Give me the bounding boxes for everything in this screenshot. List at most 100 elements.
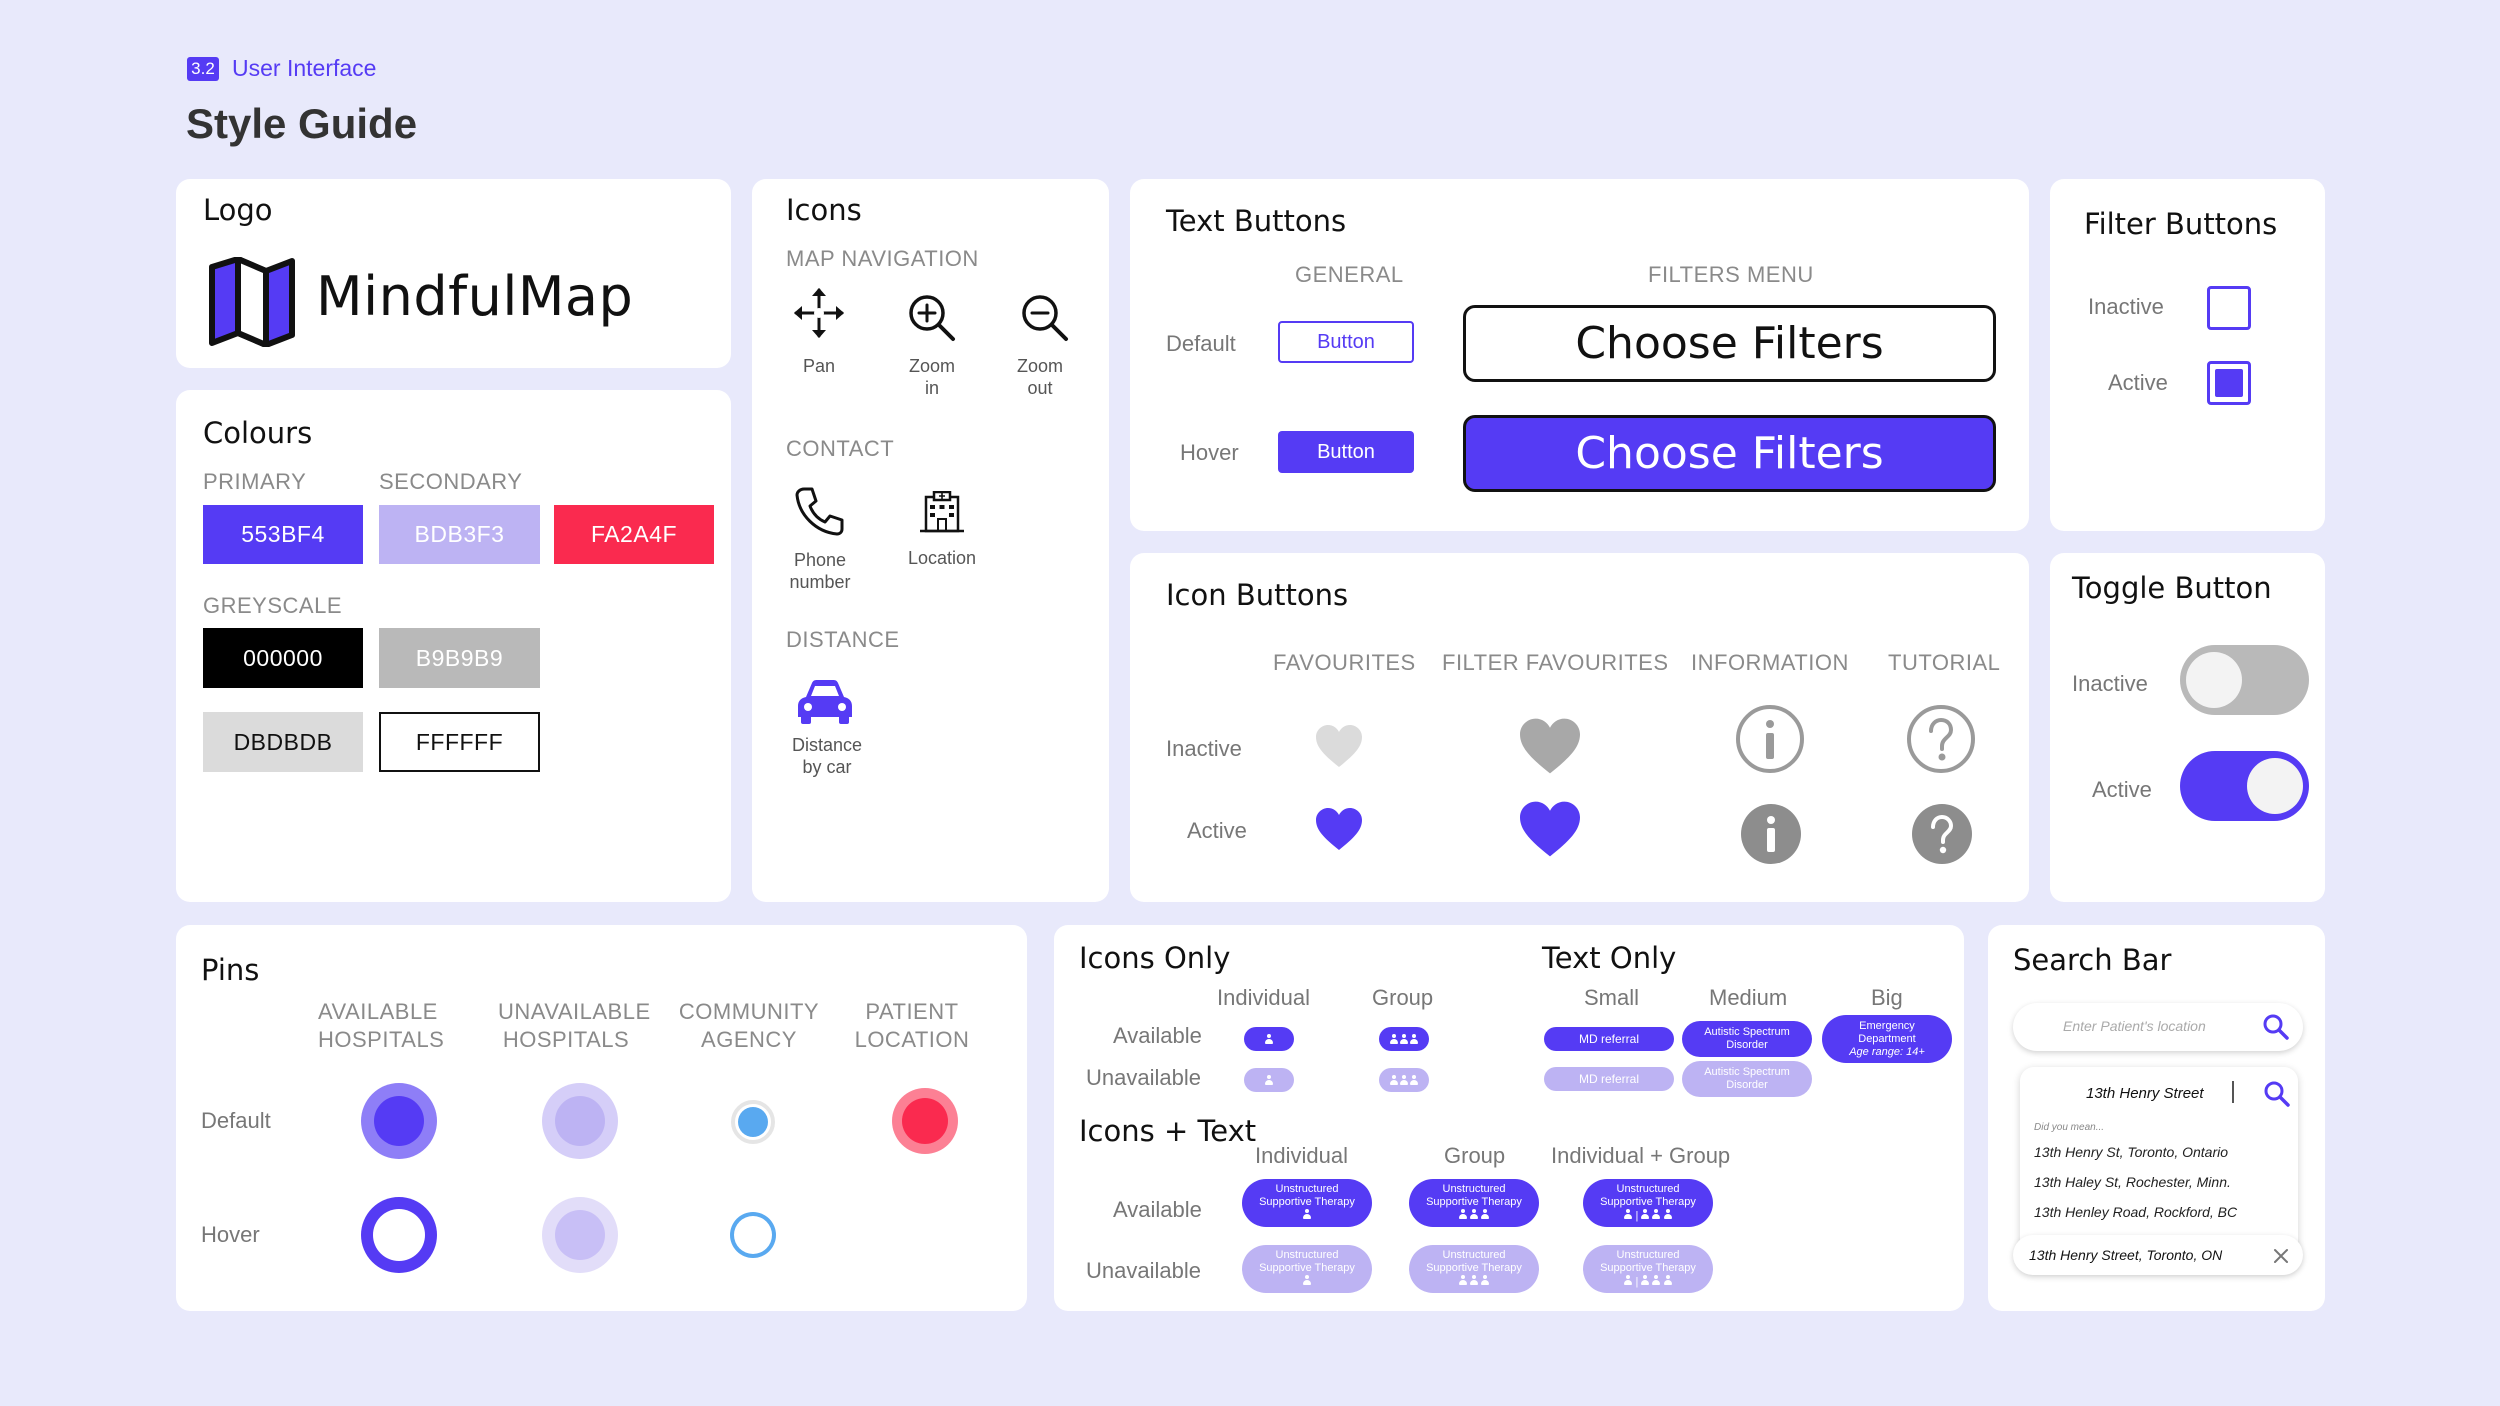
filter-buttons-card: Filter Buttons Inactive Active	[2050, 179, 2325, 531]
search-icon[interactable]	[2264, 1081, 2290, 1107]
favourite-heart-active-icon[interactable]	[1314, 806, 1364, 852]
toggle-inactive-label: Inactive	[2072, 671, 2148, 696]
person-icon	[1663, 1275, 1672, 1285]
default-row-label: Default	[1166, 331, 1236, 356]
swatch-light-grey: DBDBDB	[203, 712, 363, 772]
pin-available-default[interactable]	[361, 1083, 437, 1159]
md-referral-tag-unavailable: MD referral	[1544, 1067, 1674, 1091]
swatch-grey: B9B9B9	[379, 628, 540, 688]
location-building-icon	[920, 491, 964, 533]
search-placeholder: Enter Patient's location	[2063, 1018, 2206, 1034]
section-badge: 3.2	[187, 57, 219, 81]
filter-checkbox-active[interactable]	[2207, 361, 2251, 405]
person-icon	[1303, 1209, 1311, 1219]
pins-default-label: Default	[201, 1108, 271, 1133]
choose-filters-button-default[interactable]: Choose Filters	[1463, 305, 1996, 382]
toggle-active[interactable]	[2180, 751, 2309, 821]
person-icon	[1641, 1275, 1650, 1285]
zoom-out-icon	[1022, 295, 1068, 341]
filter-favourite-heart-active-icon[interactable]	[1517, 799, 1583, 859]
search-input-empty[interactable]: Enter Patient's location	[2013, 1003, 2303, 1051]
colours-title: Colours	[203, 416, 313, 450]
selected-location-text: 13th Henry Street, Toronto, ON	[2029, 1247, 2223, 1263]
person-icon	[1400, 1034, 1408, 1044]
pin-community-hover[interactable]	[730, 1212, 776, 1258]
person-icon	[1481, 1209, 1490, 1219]
page-title: Style Guide	[186, 100, 418, 147]
person-icon	[1410, 1075, 1418, 1085]
toggle-inactive[interactable]	[2180, 645, 2309, 715]
filter-favourite-heart-inactive-icon[interactable]	[1517, 716, 1583, 776]
icons-only-unavailable-label: Unavailable	[1086, 1065, 1201, 1090]
text-buttons-card: Text Buttons GENERAL FILTERS MENU Defaul…	[1130, 179, 2029, 531]
pins-hover-label: Hover	[201, 1222, 260, 1247]
group-tag-unavailable	[1379, 1068, 1429, 1092]
md-referral-tag-available: MD referral	[1544, 1027, 1674, 1051]
person-icon	[1400, 1075, 1408, 1085]
filter-checkbox-inactive[interactable]	[2207, 286, 2251, 330]
choose-filters-button-hover[interactable]: Choose Filters	[1463, 415, 1996, 492]
filter-buttons-title: Filter Buttons	[2084, 207, 2278, 241]
pin-patient-default[interactable]	[892, 1088, 958, 1154]
suggestion-item[interactable]: 13th Haley St, Rochester, Minn.	[2034, 1174, 2231, 1190]
greyscale-label: GREYSCALE	[203, 593, 342, 618]
person-icon	[1624, 1209, 1633, 1219]
car-icon	[798, 680, 852, 724]
therapy-individual-tag-unavailable: Unstructured Supportive Therapy	[1242, 1245, 1372, 1293]
text-cursor	[2232, 1081, 2234, 1103]
toggle-title: Toggle Button	[2072, 571, 2272, 605]
icons-text-individual-label: Individual	[1255, 1143, 1348, 1168]
icons-title: Icons	[786, 193, 862, 227]
text-only-title: Text Only	[1542, 941, 1677, 975]
close-icon[interactable]	[2273, 1248, 2289, 1264]
text-only-big-label: Big	[1871, 985, 1903, 1010]
logo-card-title: Logo	[203, 193, 273, 227]
logo-wordmark: MindfulMap	[316, 265, 634, 328]
search-input-selected[interactable]: 13th Henry Street, Toronto, ON	[2013, 1235, 2303, 1275]
icons-text-title: Icons + Text	[1079, 1114, 1257, 1148]
favourite-heart-inactive-icon[interactable]	[1314, 723, 1364, 769]
text-only-medium-label: Medium	[1709, 985, 1788, 1010]
autistic-spectrum-tag-available: Autistic Spectrum Disorder	[1682, 1021, 1812, 1057]
text-buttons-title: Text Buttons	[1166, 204, 1347, 238]
person-icon	[1265, 1034, 1273, 1044]
swatch-black: 000000	[203, 628, 363, 688]
person-icon	[1303, 1275, 1311, 1285]
person-icon	[1390, 1034, 1398, 1044]
therapy-individual-tag-available: Unstructured Supportive Therapy	[1242, 1179, 1372, 1227]
did-you-mean-label: Did you mean...	[2034, 1122, 2105, 1133]
button-hover[interactable]: Button	[1278, 431, 1414, 473]
therapy-group-tag-unavailable: Unstructured Supportive Therapy	[1409, 1245, 1539, 1293]
map-navigation-label: MAP NAVIGATION	[786, 246, 979, 271]
search-icon[interactable]	[2263, 1014, 2289, 1040]
tutorial-inactive-icon[interactable]	[1906, 704, 1976, 774]
information-inactive-icon[interactable]	[1735, 704, 1805, 774]
suggestion-item[interactable]: 13th Henley Road, Rockford, BC	[2034, 1204, 2238, 1220]
patient-location-label: PATIENT LOCATION	[854, 999, 970, 1052]
phone-caption: Phone number	[789, 550, 851, 592]
zoom-in-caption: Zoom in	[908, 356, 955, 398]
information-active-icon[interactable]	[1741, 804, 1801, 864]
person-icon	[1652, 1209, 1661, 1219]
pins-card: Pins AVAILABLE HOSPITALS UNAVAILABLE HOSPI…	[176, 925, 1027, 1311]
pin-unavailable-default[interactable]	[542, 1083, 618, 1159]
icons-card: Icons MAP NAVIGATION Pan Zoom in Zoom out …	[752, 179, 1109, 902]
colours-card: Colours PRIMARY SECONDARY 553BF4 BDB3F3 …	[176, 390, 731, 902]
person-icon	[1458, 1275, 1467, 1285]
person-icon	[1641, 1209, 1650, 1219]
person-icon	[1390, 1075, 1398, 1085]
pins-title: Pins	[201, 953, 260, 987]
button-default[interactable]: Button	[1278, 321, 1414, 363]
person-icon	[1470, 1275, 1478, 1285]
pin-unavailable-hover[interactable]	[542, 1197, 618, 1273]
pin-available-hover[interactable]	[361, 1197, 437, 1273]
person-icon	[1663, 1209, 1672, 1219]
pan-caption: Pan	[802, 356, 836, 376]
tutorial-active-icon[interactable]	[1912, 804, 1972, 864]
suggestion-item[interactable]: 13th Henry St, Toronto, Ontario	[2034, 1144, 2229, 1160]
person-icon	[1410, 1034, 1418, 1044]
pin-community-default[interactable]	[731, 1100, 775, 1144]
favourites-label: FAVOURITES	[1273, 650, 1416, 675]
person-icon	[1652, 1275, 1661, 1285]
contact-label: CONTACT	[786, 436, 895, 461]
